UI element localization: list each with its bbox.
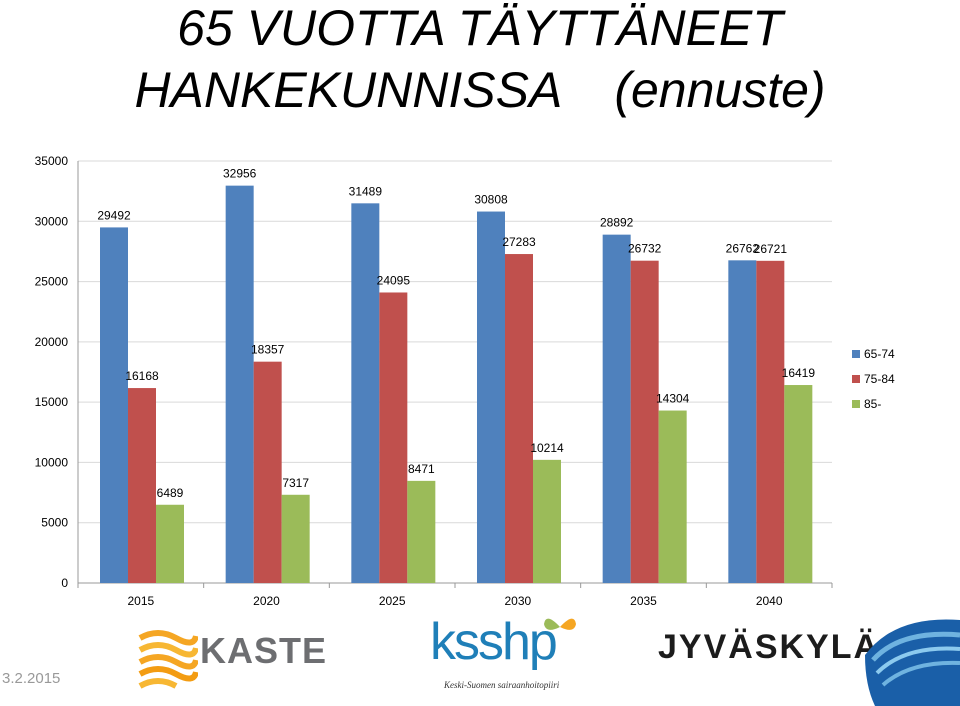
- bar-75-84: [505, 254, 533, 583]
- data-label: 16419: [782, 366, 816, 380]
- y-tick-label: 0: [61, 576, 68, 590]
- bar-75-84: [756, 260, 785, 583]
- butterfly-icon: [544, 618, 576, 630]
- y-tick-label: 15000: [35, 395, 69, 409]
- data-label: 7317: [282, 476, 309, 490]
- data-label: 30808: [474, 193, 508, 207]
- bar-65-74: [477, 211, 505, 583]
- bar-85-: [156, 504, 184, 583]
- jyvaskyla-logo-text: JYVÄSKYLÄ: [658, 628, 881, 666]
- data-label: 6489: [157, 486, 184, 500]
- bar-75-84: [128, 388, 156, 583]
- data-label: 31489: [349, 184, 383, 198]
- jyvaskyla-wave-icon: [865, 619, 960, 706]
- bar-85-: [533, 459, 561, 583]
- bar-65-74: [225, 185, 254, 583]
- bar-75-84: [630, 260, 659, 583]
- legend-label: 75-84: [864, 372, 895, 386]
- ksshp-logo-text: ksshp: [430, 613, 558, 671]
- ksshp-logo-subtitle: Keski-Suomen sairaanhoitopiiri: [444, 680, 560, 690]
- slide-date: 3.2.2015: [2, 670, 61, 687]
- data-label: 27283: [502, 235, 536, 249]
- data-label: 32956: [223, 167, 257, 181]
- legend-label: 85-: [864, 397, 881, 411]
- legend-label: 65-74: [864, 347, 895, 361]
- kaste-wave-icon: [138, 630, 199, 689]
- x-tick-label: 2015: [127, 594, 154, 608]
- legend-swatch: [852, 400, 860, 408]
- kaste-logo-text: KASTE: [200, 630, 328, 671]
- data-label: 29492: [97, 208, 131, 222]
- y-tick-label: 30000: [35, 214, 69, 228]
- bar-65-74: [100, 227, 128, 583]
- bar-85-: [407, 480, 436, 583]
- legend-swatch: [852, 350, 860, 358]
- x-tick-label: 2020: [253, 594, 280, 608]
- data-label: 24095: [377, 273, 411, 287]
- title-line-1: 65 VUOTTA TÄYTTÄNEET: [177, 0, 783, 56]
- bar-75-84: [253, 361, 282, 583]
- data-label: 14304: [656, 392, 690, 406]
- bar-65-74: [728, 260, 757, 583]
- title-line-2: HANKEKUNNISSA (ennuste): [0, 62, 960, 118]
- data-label: 28892: [600, 216, 634, 230]
- title-forecast-note: (ennuste): [614, 62, 826, 118]
- bar-65-74: [351, 203, 380, 583]
- y-tick-label: 35000: [35, 154, 69, 168]
- data-label: 26721: [754, 242, 788, 256]
- bar-85-: [658, 410, 687, 583]
- y-tick-label: 20000: [35, 335, 69, 349]
- legend-swatch: [852, 375, 860, 383]
- bar-chart: 0 5000 10000 15000 20000 25000 30000 35000 29492…: [35, 154, 895, 608]
- bar-85-: [784, 385, 813, 583]
- bar-65-74: [602, 234, 631, 583]
- y-tick-label: 10000: [35, 455, 69, 469]
- title-main: HANKEKUNNISSA: [134, 62, 563, 118]
- data-label: 10214: [530, 441, 564, 455]
- data-label: 26732: [628, 242, 662, 256]
- y-tick-label: 25000: [35, 275, 69, 289]
- y-tick-label: 5000: [41, 516, 68, 530]
- x-tick-label: 2035: [630, 594, 657, 608]
- data-label: 26762: [726, 241, 760, 255]
- bar-75-84: [379, 292, 408, 583]
- kaste-logo: KASTE: [138, 628, 326, 695]
- data-label: 16168: [125, 369, 159, 383]
- data-label: 18357: [251, 343, 285, 357]
- x-tick-label: 2040: [756, 594, 783, 608]
- x-tick-label: 2025: [379, 594, 406, 608]
- x-tick-label: 2030: [504, 594, 531, 608]
- data-label: 8471: [408, 462, 435, 476]
- bar-85-: [281, 494, 310, 583]
